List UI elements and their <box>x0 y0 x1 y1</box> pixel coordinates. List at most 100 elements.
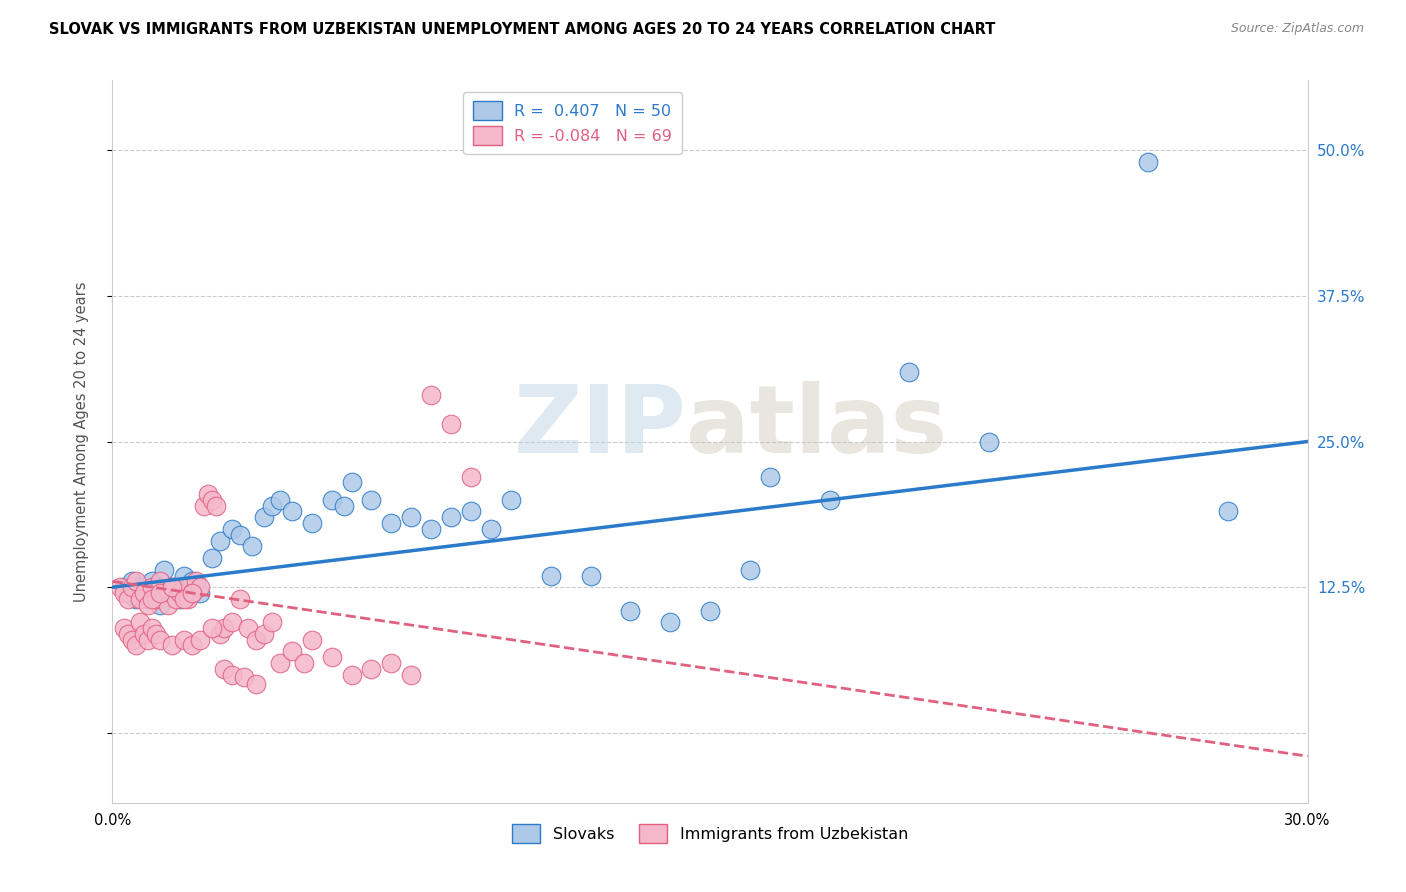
Point <box>205 499 228 513</box>
Point <box>145 591 167 606</box>
Point <box>260 615 283 630</box>
Point <box>153 586 176 600</box>
Point <box>193 499 215 513</box>
Point <box>149 574 172 589</box>
Text: Source: ZipAtlas.com: Source: ZipAtlas.com <box>1230 22 1364 36</box>
Point <box>380 656 402 670</box>
Point <box>233 670 256 684</box>
Point <box>281 644 304 658</box>
Point <box>221 667 243 681</box>
Point <box>236 621 259 635</box>
Point <box>1137 154 1160 169</box>
Point <box>114 580 135 594</box>
Point <box>301 632 323 647</box>
Point <box>460 469 482 483</box>
Point <box>181 574 204 589</box>
Point <box>117 591 139 606</box>
Point <box>659 615 682 630</box>
Point <box>153 563 176 577</box>
Point <box>177 591 200 606</box>
Point <box>440 417 463 431</box>
Point <box>157 598 180 612</box>
Point <box>129 591 152 606</box>
Point <box>110 580 132 594</box>
Point <box>125 574 148 589</box>
Point <box>269 492 291 507</box>
Point <box>619 603 641 617</box>
Point <box>173 632 195 647</box>
Point <box>229 591 252 606</box>
Point <box>138 591 160 606</box>
Point <box>253 627 276 641</box>
Point <box>138 632 160 647</box>
Point <box>165 580 187 594</box>
Text: atlas: atlas <box>686 381 948 473</box>
Point <box>245 677 267 691</box>
Point <box>114 586 135 600</box>
Point <box>818 492 841 507</box>
Point <box>141 580 163 594</box>
Point <box>188 580 211 594</box>
Point <box>197 487 219 501</box>
Point <box>898 365 921 379</box>
Point <box>212 621 235 635</box>
Y-axis label: Unemployment Among Ages 20 to 24 years: Unemployment Among Ages 20 to 24 years <box>75 281 89 602</box>
Point <box>181 586 204 600</box>
Point <box>121 632 143 647</box>
Point <box>340 667 363 681</box>
Point <box>229 528 252 542</box>
Point <box>173 568 195 582</box>
Point <box>281 504 304 518</box>
Point <box>125 639 148 653</box>
Point <box>188 632 211 647</box>
Point <box>141 591 163 606</box>
Point <box>579 568 602 582</box>
Point <box>149 632 172 647</box>
Point <box>253 510 276 524</box>
Point <box>141 621 163 635</box>
Point <box>221 615 243 630</box>
Point <box>212 662 235 676</box>
Point <box>699 603 721 617</box>
Point <box>360 662 382 676</box>
Point <box>201 621 224 635</box>
Point <box>117 627 139 641</box>
Point <box>977 434 1000 449</box>
Text: ZIP: ZIP <box>513 381 686 473</box>
Point <box>479 522 502 536</box>
Point <box>201 492 224 507</box>
Point <box>401 510 423 524</box>
Point <box>221 522 243 536</box>
Point <box>301 516 323 530</box>
Point <box>173 580 195 594</box>
Point <box>145 627 167 641</box>
Point <box>162 639 183 653</box>
Text: SLOVAK VS IMMIGRANTS FROM UZBEKISTAN UNEMPLOYMENT AMONG AGES 20 TO 24 YEARS CORR: SLOVAK VS IMMIGRANTS FROM UZBEKISTAN UNE… <box>49 22 995 37</box>
Point <box>114 621 135 635</box>
Point <box>162 580 183 594</box>
Point <box>134 586 156 600</box>
Point <box>440 510 463 524</box>
Point <box>460 504 482 518</box>
Point <box>245 632 267 647</box>
Point <box>181 586 204 600</box>
Point <box>181 639 204 653</box>
Point <box>260 499 283 513</box>
Point <box>1216 504 1239 518</box>
Point <box>134 627 156 641</box>
Point <box>162 586 183 600</box>
Point <box>169 586 191 600</box>
Point <box>269 656 291 670</box>
Point <box>332 499 354 513</box>
Point <box>240 540 263 554</box>
Point <box>201 551 224 566</box>
Point <box>188 586 211 600</box>
Point <box>121 574 143 589</box>
Point <box>321 492 343 507</box>
Point <box>125 591 148 606</box>
Point <box>420 522 443 536</box>
Point <box>380 516 402 530</box>
Point <box>149 586 172 600</box>
Point <box>360 492 382 507</box>
Point <box>420 388 443 402</box>
